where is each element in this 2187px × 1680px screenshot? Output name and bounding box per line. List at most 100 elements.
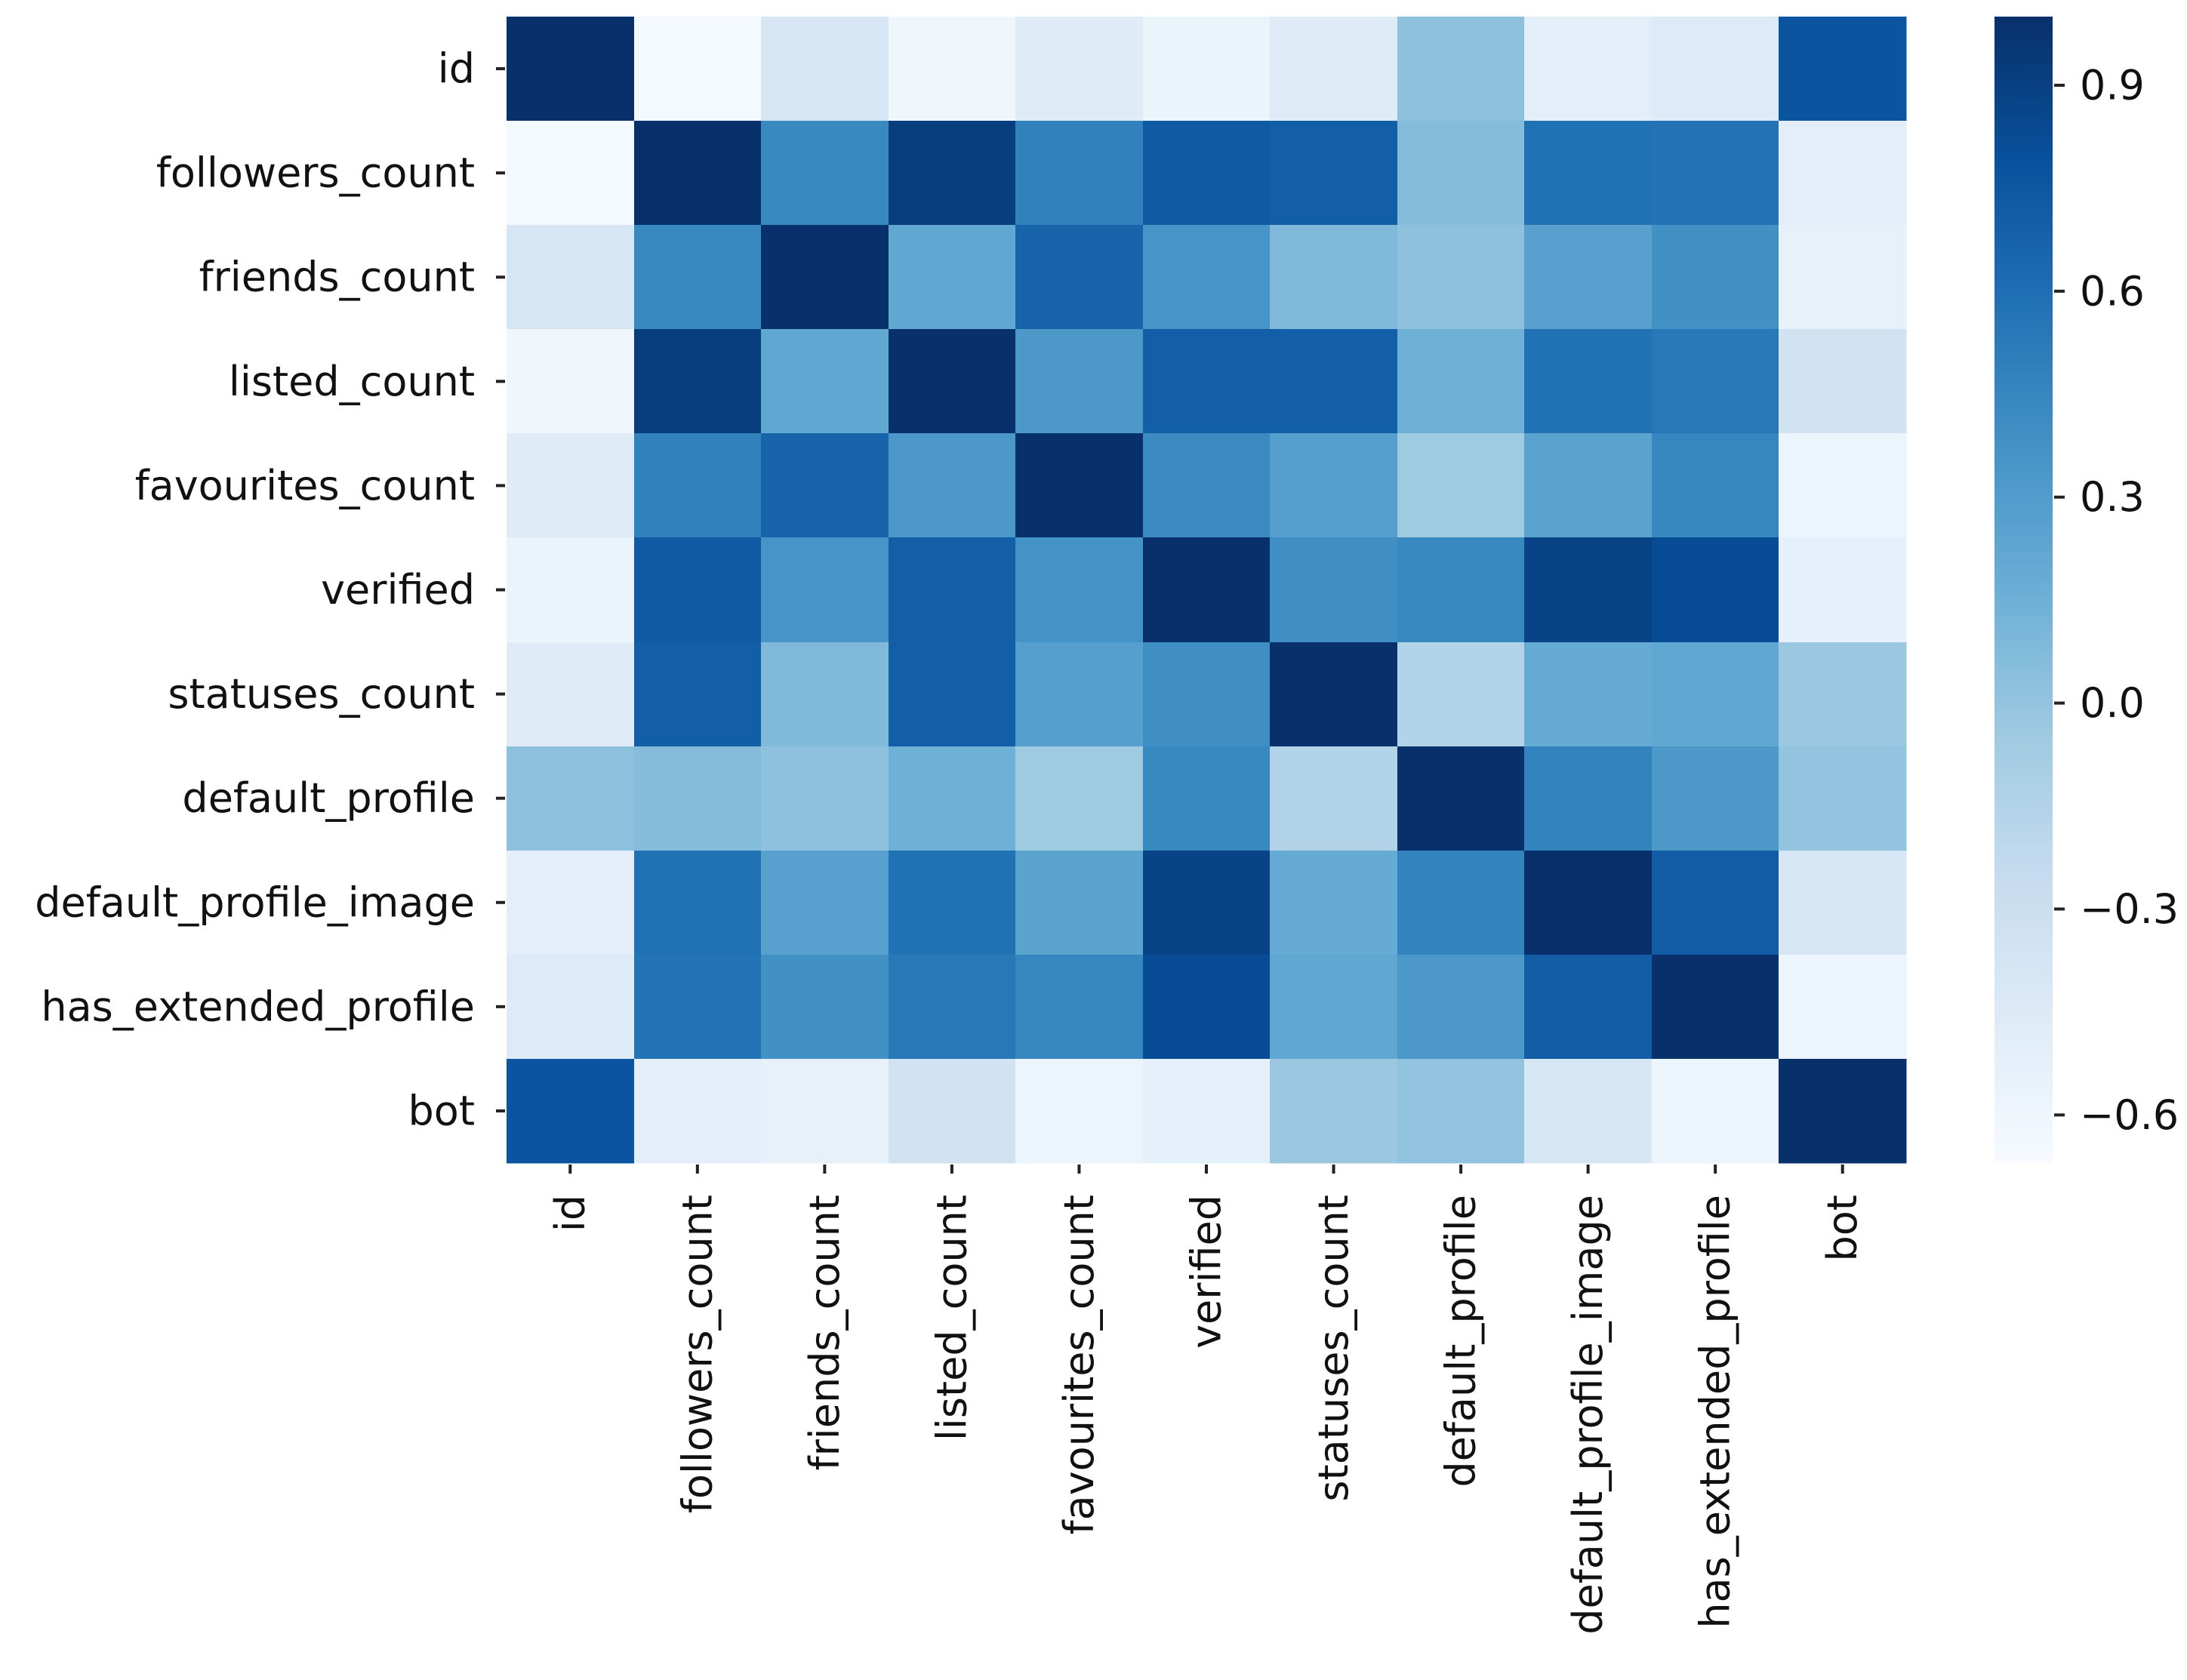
heatmap-cell-default_profile_image-id [507,851,635,955]
heatmap-cell-verified-default_profile_image [1524,537,1653,643]
heatmap-cell-verified-bot [1779,537,1907,643]
heatmap-cell-favourites_count-verified [1143,433,1271,538]
heatmap-cell-verified-has_extended_profile [1652,537,1779,643]
heatmap-cell-verified-listed_count [889,537,1016,643]
row-label-followers_count: followers_count [156,149,475,197]
heatmap-cell-statuses_count-has_extended_profile [1652,642,1779,747]
row-label-favourites_count: favourites_count [135,462,475,509]
heatmap-cell-favourites_count-followers_count [634,433,762,538]
heatmap-cell-listed_count-default_profile [1397,329,1525,434]
heatmap-cell-has_extended_profile-verified [1143,955,1271,1060]
heatmap-cell-followers_count-id [507,121,635,226]
heatmap-cell-verified-verified [1143,537,1271,643]
colorbar-tick-label: 0.6 [2080,267,2145,315]
heatmap-cell-default_profile_image-friends_count [761,851,889,955]
heatmap-cell-id-bot [1779,17,1907,122]
heatmap-cell-id-followers_count [634,17,762,122]
column-label-has_extended_profile: has_extended_profile [1692,1195,1739,1629]
heatmap-cell-friends_count-default_profile [1397,225,1525,330]
heatmap-cell-followers_count-favourites_count [1015,121,1144,226]
heatmap-cell-default_profile_image-favourites_count [1015,851,1144,955]
colorbar-bar [1994,17,2053,1163]
heatmap-cell-bot-statuses_count [1270,1059,1398,1164]
heatmap-cell-friends_count-favourites_count [1015,225,1144,330]
heatmap-cell-has_extended_profile-default_profile_image [1524,955,1653,1060]
heatmap-cell-bot-bot [1779,1059,1907,1164]
heatmap-cell-favourites_count-default_profile_image [1524,433,1653,538]
heatmap-cell-favourites_count-favourites_count [1015,433,1144,538]
heatmap-cell-default_profile_image-followers_count [634,851,762,955]
heatmap-cell-followers_count-default_profile [1397,121,1525,226]
row-label-friends_count: friends_count [199,254,475,301]
row-tick-labels: id followers_count friends_count listed_cou… [35,45,505,1134]
heatmap-cell-bot-friends_count [761,1059,889,1164]
heatmap-cell-default_profile_image-default_profile_image [1524,851,1653,955]
heatmap-cell-bot-listed_count [889,1059,1016,1164]
heatmap-cell-bot-default_profile_image [1524,1059,1653,1164]
heatmap-cell-verified-statuses_count [1270,537,1398,643]
heatmap-cell-id-id [507,17,635,122]
heatmap-cell-followers_count-listed_count [889,121,1016,226]
row-label-bot: bot [408,1087,476,1134]
heatmap-cell-listed_count-listed_count [889,329,1016,434]
heatmap-cell-has_extended_profile-listed_count [889,955,1016,1060]
heatmap-cell-favourites_count-listed_count [889,433,1016,538]
heatmap-cell-friends_count-id [507,225,635,330]
column-label-default_profile_image: default_profile_image [1564,1195,1612,1635]
heatmap-cell-default_profile_image-has_extended_profile [1652,851,1779,955]
heatmap-cell-bot-id [507,1059,635,1164]
heatmap-cell-has_extended_profile-has_extended_profile [1652,955,1779,1060]
heatmap-cell-listed_count-statuses_count [1270,329,1398,434]
heatmap-cell-statuses_count-bot [1779,642,1907,747]
column-label-id: id [547,1195,594,1232]
column-label-verified: verified [1183,1195,1231,1349]
heatmap-cell-friends_count-bot [1779,225,1907,330]
heatmap-cell-followers_count-friends_count [761,121,889,226]
row-label-statuses_count: statuses_count [168,670,475,718]
heatmap-cell-id-statuses_count [1270,17,1398,122]
colorbar-tick-label: −0.6 [2080,1091,2179,1139]
column-tick-labels: id followers_count friends_count listed_cou… [547,1165,1866,1635]
heatmap-cell-default_profile_image-listed_count [889,851,1016,955]
heatmap-cell-favourites_count-default_profile [1397,433,1525,538]
column-label-favourites_count: favourites_count [1055,1195,1103,1534]
colorbar-tick-label: 0.0 [2080,679,2145,727]
heatmap-cell-verified-friends_count [761,537,889,643]
heatmap-cell-id-listed_count [889,17,1016,122]
heatmap-cell-bot-verified [1143,1059,1271,1164]
column-label-listed_count: listed_count [928,1195,975,1441]
heatmap-cell-statuses_count-followers_count [634,642,762,747]
heatmap-cell-id-default_profile_image [1524,17,1653,122]
heatmap-cell-statuses_count-favourites_count [1015,642,1144,747]
row-label-listed_count: listed_count [229,358,475,405]
heatmap-cell-listed_count-verified [1143,329,1271,434]
heatmap-cell-default_profile_image-statuses_count [1270,851,1398,955]
heatmap-cell-statuses_count-listed_count [889,642,1016,747]
heatmap-cell-bot-favourites_count [1015,1059,1144,1164]
heatmap-cell-default_profile-default_profile_image [1524,746,1653,851]
heatmap-cell-followers_count-followers_count [634,121,762,226]
heatmap-cell-has_extended_profile-favourites_count [1015,955,1144,1060]
heatmap-cell-listed_count-default_profile_image [1524,329,1653,434]
heatmap-cell-listed_count-friends_count [761,329,889,434]
heatmap-cell-default_profile_image-bot [1779,851,1907,955]
heatmap-cell-favourites_count-id [507,433,635,538]
heatmap-cell-followers_count-statuses_count [1270,121,1398,226]
heatmap-cell-id-friends_count [761,17,889,122]
heatmap-cell-followers_count-default_profile_image [1524,121,1653,226]
heatmap-cell-bot-followers_count [634,1059,762,1164]
colorbar-ticks: 0.9 0.6 0.3 0.0 −0.3 −0.6 [2054,61,2179,1139]
row-label-id: id [438,45,475,93]
heatmap-cell-has_extended_profile-statuses_count [1270,955,1398,1060]
heatmap-cell-followers_count-verified [1143,121,1271,226]
heatmap-cell-listed_count-bot [1779,329,1907,434]
heatmap-cell-friends_count-has_extended_profile [1652,225,1779,330]
heatmap-cell-has_extended_profile-followers_count [634,955,762,1060]
heatmap-cell-bot-default_profile [1397,1059,1525,1164]
heatmap-cell-default_profile-id [507,746,635,851]
colorbar-tick-label: 0.3 [2080,473,2145,521]
heatmap-cell-has_extended_profile-bot [1779,955,1907,1060]
heatmap-cell-listed_count-followers_count [634,329,762,434]
row-label-default_profile_image: default_profile_image [35,878,475,926]
column-label-friends_count: friends_count [801,1195,849,1470]
